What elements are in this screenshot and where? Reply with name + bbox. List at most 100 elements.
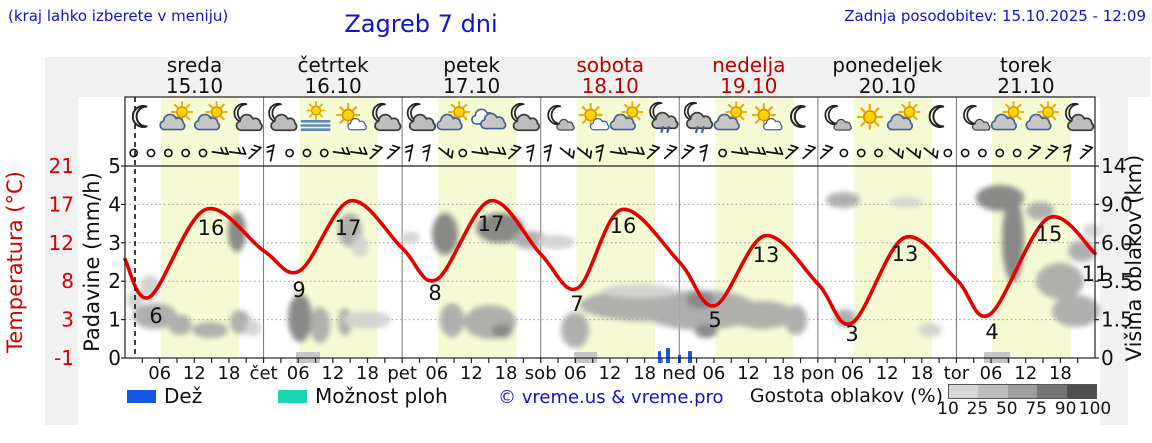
wind-barb-icon <box>541 143 552 162</box>
cloud-n-icon <box>408 113 437 132</box>
temp-extreme-label: 9 <box>292 278 305 302</box>
cloud-height-tick-label: 1.5 <box>1101 308 1133 332</box>
wind-calm-icon <box>978 148 987 158</box>
cloud-blob <box>729 301 795 329</box>
weather-icon-moon-cloud <box>372 102 402 132</box>
precip-tick-label: 2 <box>108 269 121 293</box>
weather-icon-moon <box>928 105 945 128</box>
cloud-height-tick-label: 0 <box>1101 346 1114 370</box>
temp-tick-label: 8 <box>61 269 74 293</box>
cloud-height-tick-label: 6.0 <box>1101 231 1133 255</box>
cloud-n-icon <box>685 111 714 130</box>
wind-barb <box>798 142 817 160</box>
cloud-n-icon <box>235 113 263 132</box>
cloud-blob <box>432 213 458 255</box>
cloud-blob <box>400 232 420 244</box>
weather-icon-moon-cloud <box>406 102 437 132</box>
wind-barb <box>541 143 552 162</box>
hour-label: 06 <box>564 363 587 384</box>
temp-extreme-label: 13 <box>753 243 780 267</box>
weather-icon-moon-cloud <box>1064 102 1095 132</box>
cloud-density-tick: 100 <box>1078 399 1112 419</box>
copyright-link[interactable]: © vreme.us & vreme.pro <box>498 387 724 408</box>
day-name: petek <box>443 53 500 77</box>
cloud-blob <box>245 320 261 336</box>
rain-bar <box>658 351 661 363</box>
cloud-blob <box>602 284 678 298</box>
day-date: 20.10 <box>858 74 916 98</box>
hour-label: 06 <box>702 363 725 384</box>
wind-barb-icon <box>523 143 535 162</box>
hour-label: 12 <box>460 363 483 384</box>
cloud-blob <box>561 312 589 348</box>
cloud-blob <box>642 290 758 330</box>
day-name: torek <box>1000 53 1052 77</box>
temp-tick-label: -1 <box>54 346 74 370</box>
wind-barb-icon <box>382 142 401 160</box>
wind-calm-icon <box>1012 148 1022 158</box>
day-abbr-label: pet <box>387 363 417 384</box>
right-gray-strip <box>1100 57 1128 425</box>
cloud-blob <box>537 235 575 249</box>
day-date: 21.10 <box>997 74 1055 98</box>
cloud-blob <box>492 324 512 338</box>
header-gray-band <box>45 57 1150 97</box>
moon-icon <box>790 105 806 128</box>
cloud-blob <box>133 303 177 329</box>
wind-barb-icon <box>696 143 708 162</box>
wind-calm-icon <box>995 148 1005 158</box>
cloud-density-tick: 90 <box>1054 399 1077 419</box>
temperature-axis-title: Temperatura (°C) <box>3 171 27 354</box>
weather-icon-sun <box>856 104 883 130</box>
precip-tick-label: 3 <box>108 231 121 255</box>
day-header-sreda: sreda 15.10 <box>125 55 264 97</box>
wind-barb <box>244 142 262 160</box>
hour-label: 06 <box>841 363 864 384</box>
cloud-n-icon <box>651 111 679 130</box>
temp-tick-label: 17 <box>49 192 74 216</box>
menu-hint: (kraj lahko izberete v meniju) <box>8 7 229 25</box>
hour-label: 18 <box>633 363 656 384</box>
wind-barb-icon <box>559 142 578 159</box>
weather-icon-moon-cloud <box>268 102 298 132</box>
cloud-height-tick-label: 3.5 <box>1101 269 1133 293</box>
weather-icon-moon-cloud <box>510 102 540 132</box>
weather-icon-moon <box>790 105 806 128</box>
cloud-blob <box>695 324 717 338</box>
cloud-n-icon <box>512 113 540 132</box>
wind-calm-icon <box>146 148 156 158</box>
wind-barb-icon <box>815 142 834 160</box>
day-name: četrtek <box>297 53 369 77</box>
rain-legend-swatch <box>127 390 156 403</box>
cloud-blob <box>1026 202 1054 220</box>
hour-label: 12 <box>183 363 206 384</box>
day-date: 17.10 <box>443 74 501 98</box>
day-header-četrtek: četrtek 16.10 <box>264 55 403 97</box>
wind-barb-icon <box>677 142 695 160</box>
temp-tick-label: 12 <box>49 231 74 255</box>
cloud-density-label: Gostota oblakov (%) <box>749 385 943 407</box>
wind-calm-icon <box>458 148 468 158</box>
temp-extreme-label: 16 <box>198 216 225 240</box>
sun-icon <box>856 104 883 130</box>
temp-extreme-label: 4 <box>985 320 998 344</box>
cloud-blob <box>440 303 464 337</box>
day-abbr-label: pon <box>801 363 835 384</box>
day-abbr-label: ned <box>662 363 696 384</box>
day-header-nedelja: nedelja 19.10 <box>679 55 818 97</box>
day-date: 16.10 <box>304 74 362 98</box>
cloud-height-tick-label: 14 <box>1101 154 1126 178</box>
temp-extreme-label: 17 <box>335 216 362 240</box>
hour-label: 18 <box>910 363 933 384</box>
hour-label: 18 <box>495 363 518 384</box>
wind-barb-icon <box>659 142 678 160</box>
wind-calm-icon <box>839 148 849 158</box>
hour-label: 06 <box>980 363 1003 384</box>
cloud-blob <box>826 192 860 208</box>
cloud-layer <box>127 185 1101 348</box>
hour-label: 06 <box>425 363 448 384</box>
cloud-n-icon <box>556 118 575 131</box>
cloud-density-tick: 50 <box>995 399 1018 419</box>
wind-calm-icon <box>718 148 728 158</box>
